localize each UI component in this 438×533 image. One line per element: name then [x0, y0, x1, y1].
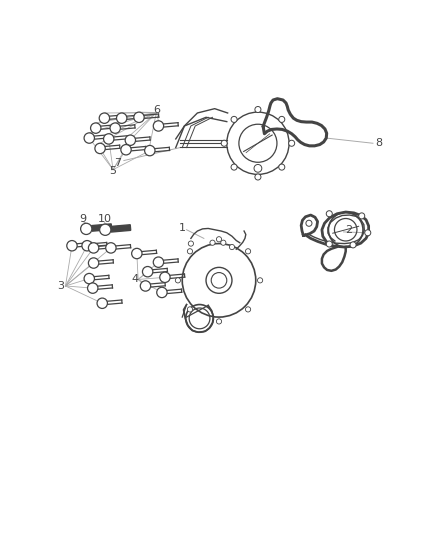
Circle shape [106, 243, 116, 253]
Circle shape [140, 281, 151, 291]
Text: 7: 7 [114, 158, 121, 168]
Circle shape [289, 140, 295, 146]
Circle shape [142, 266, 153, 277]
Circle shape [99, 113, 110, 123]
Circle shape [153, 257, 164, 268]
Circle shape [84, 273, 95, 284]
Circle shape [175, 278, 180, 283]
Circle shape [132, 248, 142, 259]
Text: 8: 8 [375, 138, 382, 148]
Circle shape [125, 135, 135, 146]
Text: 3: 3 [58, 281, 65, 291]
Circle shape [97, 298, 107, 309]
Circle shape [121, 144, 131, 155]
Circle shape [255, 107, 261, 112]
Circle shape [279, 116, 285, 123]
Text: 9: 9 [79, 214, 86, 224]
Circle shape [88, 283, 98, 293]
Circle shape [100, 224, 111, 236]
Circle shape [67, 240, 77, 251]
Circle shape [88, 258, 99, 268]
Circle shape [84, 133, 95, 143]
Circle shape [359, 213, 365, 219]
Circle shape [134, 112, 144, 123]
Circle shape [326, 241, 332, 247]
Circle shape [254, 165, 262, 172]
Circle shape [221, 140, 227, 146]
Circle shape [230, 245, 235, 249]
Circle shape [103, 134, 114, 144]
Circle shape [82, 240, 92, 251]
Text: 2: 2 [345, 225, 352, 235]
Circle shape [110, 123, 120, 133]
Circle shape [91, 123, 101, 133]
Circle shape [231, 116, 237, 123]
Circle shape [117, 113, 127, 123]
Circle shape [326, 211, 332, 217]
Circle shape [157, 287, 167, 297]
Circle shape [188, 241, 194, 246]
Polygon shape [111, 225, 131, 232]
Circle shape [187, 307, 193, 312]
Text: 5: 5 [110, 166, 117, 176]
Circle shape [245, 249, 251, 254]
Circle shape [210, 240, 215, 245]
Circle shape [216, 237, 222, 242]
Circle shape [216, 319, 222, 324]
Circle shape [279, 164, 285, 170]
Circle shape [306, 220, 312, 227]
Circle shape [245, 307, 251, 312]
Circle shape [231, 164, 237, 170]
Circle shape [255, 174, 261, 180]
Polygon shape [92, 224, 112, 231]
Circle shape [160, 272, 170, 282]
Text: 1: 1 [179, 223, 186, 232]
Text: 10: 10 [97, 214, 111, 224]
Circle shape [221, 240, 226, 245]
Circle shape [350, 242, 356, 248]
Circle shape [88, 243, 99, 253]
Circle shape [258, 278, 263, 283]
Circle shape [95, 143, 105, 154]
Text: 4: 4 [131, 274, 138, 285]
Text: 6: 6 [153, 105, 160, 115]
Circle shape [145, 146, 155, 156]
Circle shape [81, 223, 92, 235]
Circle shape [365, 230, 371, 236]
Circle shape [153, 121, 164, 131]
Circle shape [187, 249, 193, 254]
